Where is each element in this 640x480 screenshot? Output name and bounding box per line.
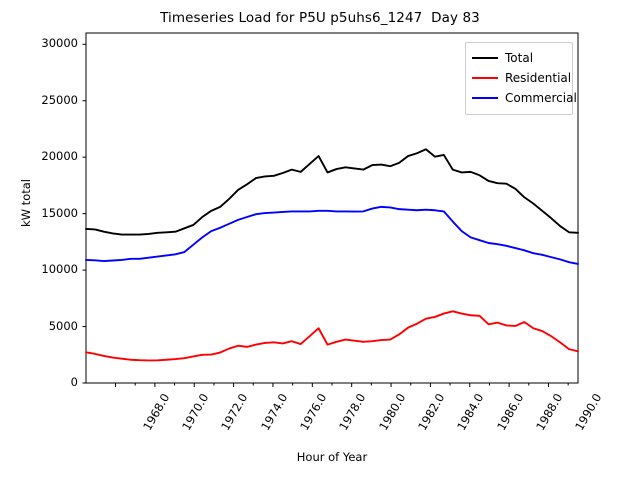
y-tick-label: 30000 — [41, 36, 78, 51]
y-tick-label: 15000 — [41, 205, 78, 220]
chart-title: Timeseries Load for P5U p5uhs6_1247 Day … — [160, 10, 480, 26]
legend-label-residential: Residential — [505, 71, 572, 85]
y-tick-label: 25000 — [41, 92, 78, 107]
y-tick-label: 20000 — [41, 149, 78, 164]
legend-label-commercial: Commercial — [505, 91, 577, 105]
legend-item: Residential — [472, 68, 571, 88]
y-tick-label: 10000 — [41, 262, 78, 277]
legend-item: Total — [472, 48, 566, 68]
y-tick-label: 0 — [70, 375, 78, 389]
legend-swatch-total — [472, 57, 498, 59]
x-axis-label: Hour of Year — [296, 450, 368, 464]
chart-legend: Total Residential Commercial — [465, 42, 577, 115]
legend-swatch-residential — [472, 77, 498, 79]
tick-marks — [82, 43, 569, 387]
legend-item: Commercial — [472, 88, 577, 108]
legend-swatch-commercial — [472, 97, 498, 99]
legend-label-total: Total — [505, 51, 534, 65]
series-lines — [85, 148, 579, 362]
series-line-commercial — [85, 205, 579, 265]
series-line-residential — [85, 310, 579, 362]
series-line-total — [85, 148, 579, 236]
y-tick-label: 5000 — [48, 318, 78, 333]
